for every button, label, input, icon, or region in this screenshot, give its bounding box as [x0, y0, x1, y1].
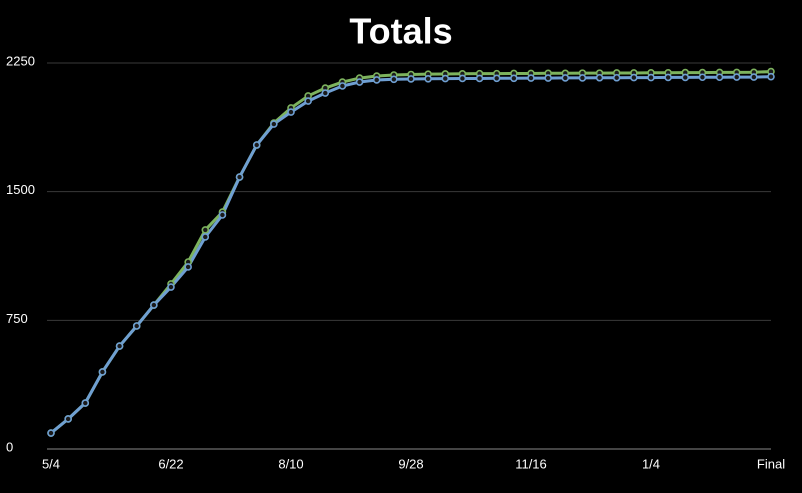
data-point: [201, 233, 210, 241]
data-point: [715, 73, 724, 82]
x-tick-label: 1/4: [642, 456, 660, 471]
y-tick-label: 2250: [6, 53, 35, 68]
x-tick-label: 5/4: [42, 456, 60, 471]
data-point: [81, 399, 90, 407]
data-point: [167, 283, 175, 291]
data-point: [115, 342, 124, 350]
data-point: [390, 75, 398, 84]
x-tick-label: 9/28: [398, 456, 423, 471]
data-point: [355, 78, 364, 86]
data-point: [64, 415, 72, 423]
data-point: [578, 74, 587, 82]
data-point: [252, 141, 261, 149]
data-point: [630, 73, 638, 82]
data-point: [407, 75, 415, 83]
y-tick-label: 1500: [6, 182, 35, 197]
x-tick-label: 11/16: [515, 456, 547, 471]
data-point: [544, 74, 552, 82]
data-point: [698, 73, 707, 82]
data-point: [424, 74, 432, 83]
y-tick-label: 0: [6, 439, 13, 454]
data-point: [184, 263, 192, 271]
data-point: [235, 173, 244, 181]
x-tick-label: 6/22: [158, 456, 183, 471]
data-point: [612, 73, 621, 82]
data-point: [750, 73, 758, 81]
data-point: [441, 74, 450, 83]
data-point: [47, 429, 55, 437]
data-point: [647, 73, 655, 82]
data-point: [218, 211, 227, 219]
data-point: [287, 108, 295, 116]
data-point: [510, 74, 518, 83]
data-point: [372, 76, 381, 84]
data-point: [132, 322, 141, 330]
data-point: [527, 74, 535, 82]
data-point: [732, 73, 741, 81]
data-point: [304, 97, 312, 105]
data-point: [201, 226, 210, 234]
data-point: [321, 89, 330, 97]
chart-title: Totals: [349, 11, 452, 52]
data-point: [98, 368, 107, 376]
data-point: [475, 74, 484, 83]
data-point: [150, 301, 158, 309]
data-point: [681, 73, 690, 82]
data-point: [458, 74, 467, 83]
data-point: [664, 73, 672, 82]
data-point: [561, 74, 570, 82]
data-point: [270, 120, 278, 128]
data-point: [492, 74, 501, 83]
data-point: [767, 72, 775, 81]
x-tick-label: 8/10: [278, 456, 303, 471]
data-point: [595, 73, 604, 82]
x-tick-label: Final: [757, 456, 785, 471]
data-point: [338, 82, 347, 90]
y-tick-label: 750: [6, 311, 28, 326]
